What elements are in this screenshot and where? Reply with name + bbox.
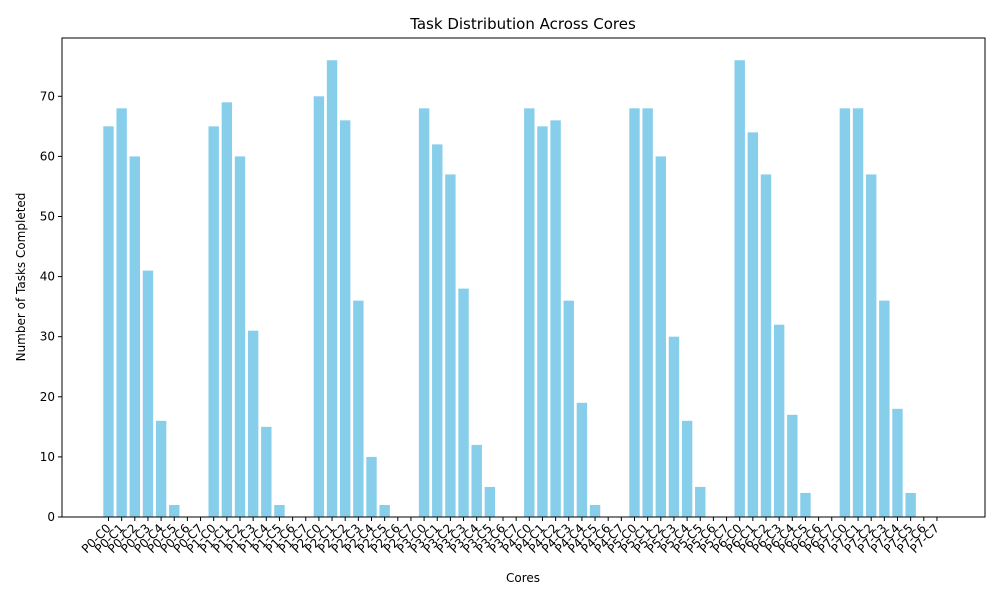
bar-P2-C1 [326,60,338,518]
y-axis-label: Number of Tasks Completed [14,193,28,362]
bar-P7-C3 [879,300,890,517]
x-axis-ticks: P0-C0P0-C1P0-C2P0-C3P0-C4P0-C5P0-C6P0-C7… [79,517,942,556]
bar-P1-C2 [234,156,246,517]
x-axis-label: Cores [506,571,540,585]
bar-P4-C1 [537,126,548,517]
bars-layer [103,60,916,518]
chart-title: Task Distribution Across Cores [409,15,636,33]
plot-frame [61,37,986,518]
bar-P6-C1 [747,132,759,518]
y-tick-label: 20 [40,390,55,404]
bar-P5-C3 [668,336,680,517]
bar-P3-C4 [471,444,482,517]
y-tick-label: 60 [40,149,55,163]
bar-P2-C3 [353,300,364,517]
bar-P1-C0 [208,126,219,517]
y-tick-label: 0 [47,510,55,524]
y-tick-label: 10 [40,450,55,464]
bar-P7-C0 [839,108,851,517]
y-tick-label: 40 [40,270,55,284]
bar-P2-C4 [366,456,377,517]
bar-P2-C0 [313,96,325,518]
bar-P4-C4 [576,402,588,517]
bar-P0-C4 [155,420,167,517]
bar-P0-C3 [142,270,154,517]
y-axis-ticks: 0 10 20 30 40 50 60 70 [40,89,62,524]
bar-P1-C1 [221,102,233,517]
bar-P1-C3 [247,330,259,517]
bar-P7-C5 [905,492,916,517]
bar-P0-C5 [169,504,180,517]
bar-P4-C5 [589,504,601,517]
bar-P5-C4 [681,420,693,517]
y-tick-label: 70 [40,89,55,103]
y-tick-label: 30 [40,330,55,344]
bar-P1-C4 [261,426,272,517]
bar-P3-C2 [445,174,456,517]
bar-P4-C0 [524,108,535,517]
bar-P0-C0 [103,126,114,517]
y-tick-label: 50 [40,209,55,223]
bar-P3-C0 [418,108,430,517]
bar-P6-C0 [734,60,745,518]
bar-P7-C4 [892,408,903,517]
bar-P0-C2 [129,156,140,517]
bar-P5-C1 [642,108,653,517]
bar-P6-C2 [760,174,772,517]
bar-P3-C3 [458,288,469,517]
bar-P6-C4 [787,414,798,517]
bar-P7-C1 [852,108,864,517]
bar-P0-C1 [116,108,127,517]
bar-P3-C1 [432,144,443,517]
bar-P5-C0 [629,108,640,517]
bar-P4-C3 [563,300,574,517]
bar-P6-C3 [773,324,785,517]
bar-P1-C5 [274,504,285,517]
bar-P3-C5 [484,486,496,517]
bar-P2-C5 [379,504,390,517]
bar-P6-C5 [800,492,811,517]
bar-P5-C5 [695,486,706,517]
bar-P4-C2 [550,120,561,517]
bar-P7-C2 [866,174,877,517]
bar-P5-C2 [655,156,666,517]
bar-P2-C2 [340,120,351,517]
